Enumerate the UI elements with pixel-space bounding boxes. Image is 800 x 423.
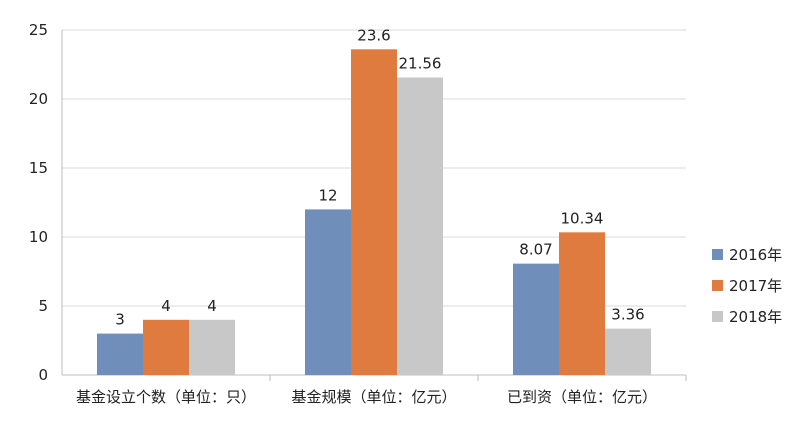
bar-data-label: 3.36 (611, 306, 644, 324)
bar (97, 333, 143, 375)
bar (351, 49, 397, 375)
bars (97, 49, 651, 376)
bar (605, 328, 651, 375)
bar-data-label: 4 (207, 297, 217, 315)
data-labels: 3 4 4 12 23.6 21.56 8.07 10.34 3.36 (115, 26, 644, 328)
bar (143, 319, 189, 375)
bar-data-label: 8.07 (519, 241, 552, 259)
y-tick-label: 25 (29, 21, 48, 39)
bar (305, 209, 351, 375)
bar-data-label: 12 (318, 186, 337, 204)
bar (397, 77, 443, 376)
y-tick-label: 5 (38, 297, 48, 315)
legend-swatch (712, 280, 723, 291)
bar-data-label: 3 (115, 311, 125, 329)
y-tick-label: 10 (29, 228, 48, 246)
bar (559, 232, 605, 375)
bar (513, 263, 559, 375)
x-category-label: 基金规模（单位：亿元） (291, 388, 456, 406)
y-tick-label: 15 (29, 159, 48, 177)
bar-data-label: 4 (161, 297, 171, 315)
y-tick-label: 20 (29, 90, 48, 108)
legend-entry-label: 2016年 (729, 246, 782, 264)
legend: 2016年 2017年 2018年 (712, 246, 782, 326)
bar-data-label: 21.56 (399, 54, 442, 72)
legend-swatch (712, 311, 723, 322)
x-category-label: 基金设立个数（单位：只） (76, 388, 256, 406)
bar-data-label: 10.34 (561, 209, 604, 227)
x-category-label: 已到资（单位：亿元） (507, 388, 657, 406)
legend-swatch (712, 249, 723, 260)
legend-entry-label: 2018年 (729, 308, 782, 326)
y-tick-label: 0 (38, 366, 48, 384)
legend-entry-label: 2017年 (729, 277, 782, 295)
bar-data-label: 23.6 (357, 26, 390, 44)
bar (189, 319, 235, 375)
